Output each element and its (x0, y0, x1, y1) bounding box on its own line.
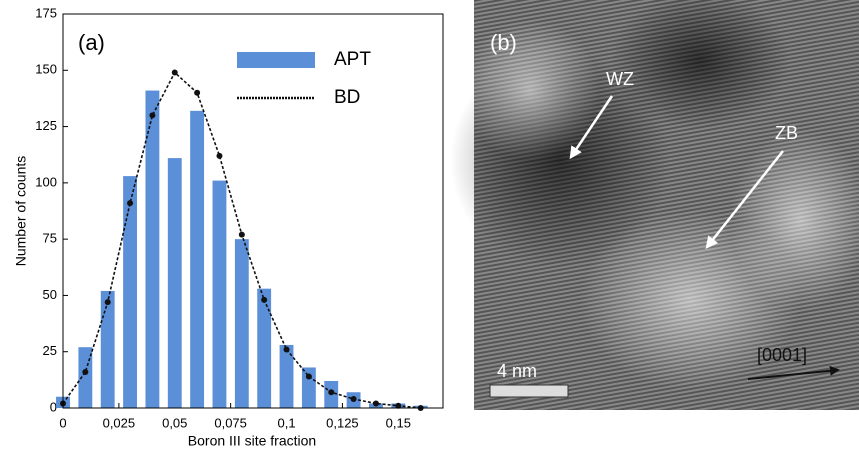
marker (194, 89, 201, 96)
y-tick-label: 0 (50, 399, 57, 414)
legend-swatch (237, 52, 315, 68)
bright (460, 20, 600, 160)
bar (145, 90, 160, 408)
marker (261, 296, 268, 303)
marker (149, 112, 156, 119)
legend-label: APT (334, 49, 371, 70)
bar (279, 344, 294, 408)
marker (171, 69, 178, 76)
x-tick-label: 0,1 (277, 415, 295, 430)
phase-label: ZB (775, 123, 798, 143)
bar (100, 290, 115, 408)
marker (350, 395, 357, 402)
x-tick-label: 0,05 (162, 415, 187, 430)
bright (730, 130, 859, 310)
shade (610, 0, 790, 130)
x-tick-label: 0,15 (386, 415, 411, 430)
marker (216, 152, 223, 159)
marker (372, 400, 379, 407)
arrow (705, 150, 784, 249)
y-tick-label: 25 (43, 343, 57, 358)
y-tick-label: 75 (43, 231, 57, 246)
bar (212, 180, 227, 408)
y-tick-label: 100 (35, 174, 57, 189)
y-tick-label: 150 (35, 62, 57, 77)
y-tick-label: 125 (35, 118, 57, 133)
legend-label: BD (334, 87, 360, 108)
direction-label: [0001] (757, 345, 807, 365)
bar (167, 158, 182, 408)
bar (190, 110, 205, 408)
marker (328, 389, 335, 396)
marker (127, 200, 134, 207)
tem-image: (b) WZ ZB 4 nm [0001] (450, 0, 859, 410)
phase-label: WZ (606, 69, 634, 89)
bar (257, 288, 272, 408)
x-tick-label: 0,125 (326, 415, 359, 430)
arrow (747, 365, 840, 380)
bar (301, 367, 316, 408)
plot-frame (62, 13, 444, 409)
marker (82, 368, 89, 375)
scale-label: 4 nm (497, 361, 537, 381)
bar (234, 239, 249, 408)
marker (283, 346, 290, 353)
arrow (569, 95, 614, 160)
y-tick-label: 175 (35, 5, 57, 20)
marker (238, 231, 245, 238)
y-axis-label: Number of counts (13, 156, 29, 267)
bar (123, 176, 137, 408)
x-tick-label: 0,075 (214, 415, 247, 430)
marker (104, 299, 111, 306)
marker (305, 373, 312, 380)
x-axis-label: Boron III site fraction (188, 433, 316, 449)
x-tick-label: 0 (59, 415, 66, 430)
panel-label: (a) (78, 30, 105, 55)
panel-label: (b) (490, 30, 517, 55)
scale-bar (489, 384, 569, 398)
marker (395, 402, 402, 409)
y-tick-label: 50 (43, 287, 57, 302)
x-tick-label: 0,025 (103, 415, 136, 430)
bar (78, 347, 93, 408)
